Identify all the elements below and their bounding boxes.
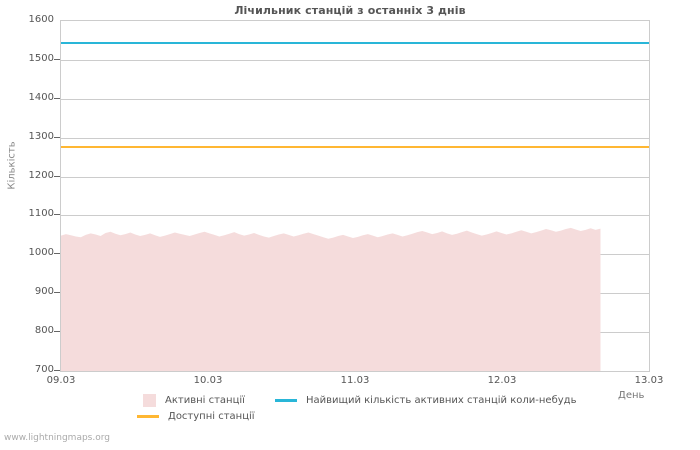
- y-tick-label: 900: [34, 286, 54, 298]
- x-tick-label: 12.03: [487, 375, 517, 386]
- legend-swatch-line: [275, 398, 297, 402]
- x-tick-label: 13.03: [634, 375, 664, 386]
- legend-label: Найвищий кількість активних станцій коли…: [306, 394, 577, 406]
- reference-line-record-high: [61, 42, 649, 45]
- x-axis-title: День: [618, 390, 645, 401]
- y-axis-title: Кількість: [6, 141, 18, 190]
- reference-line-available: [61, 146, 649, 149]
- legend-label: Активні станції: [165, 394, 245, 406]
- y-tick-label: 1000: [28, 247, 54, 259]
- series-layer: [61, 227, 601, 371]
- y-tick-mark: [54, 97, 61, 99]
- legend-label: Доступні станції: [168, 410, 255, 422]
- gridline: [61, 137, 649, 139]
- x-tick-label: 10.03: [193, 375, 223, 386]
- gridline: [61, 215, 649, 217]
- y-tick-label: 1600: [28, 14, 54, 25]
- plot-area: [60, 20, 650, 372]
- y-tick-label: 1500: [28, 52, 54, 64]
- watermark: www.lightningmaps.org: [4, 433, 110, 443]
- y-tick-label: 1100: [28, 208, 54, 220]
- legend-swatch-line: [137, 414, 159, 418]
- x-tick-label: 11.03: [340, 375, 370, 386]
- y-tick-mark: [54, 136, 61, 138]
- chart-legend: Активні станції Найвищий кількість актив…: [137, 392, 623, 424]
- legend-swatch-box: [143, 393, 156, 407]
- y-tick-mark: [54, 175, 61, 177]
- y-tick-mark: [54, 292, 61, 294]
- legend-item-available-stations[interactable]: Доступні станції: [137, 408, 255, 424]
- gridline: [61, 98, 649, 100]
- gridline: [61, 59, 649, 61]
- y-tick-mark: [54, 370, 61, 371]
- area-series-active-stations: [61, 227, 601, 371]
- y-tick-mark: [54, 331, 61, 333]
- y-tick-label: 1300: [28, 130, 54, 142]
- y-tick-mark: [54, 58, 61, 60]
- y-tick-label: 1400: [28, 91, 54, 103]
- legend-item-record-high[interactable]: Найвищий кількість активних станцій коли…: [275, 392, 576, 408]
- y-tick-label: 800: [34, 325, 54, 337]
- legend-item-active-stations[interactable]: Активні станції: [143, 392, 245, 408]
- y-tick-mark: [54, 253, 61, 255]
- gridline: [61, 176, 649, 178]
- y-tick-label: 1200: [28, 169, 54, 181]
- chart-title: Лічильник станцій з останніх 3 днів: [234, 4, 466, 17]
- x-tick-label: 09.03: [46, 375, 76, 386]
- y-tick-mark: [54, 214, 61, 216]
- y-tick-label: 700: [34, 364, 54, 375]
